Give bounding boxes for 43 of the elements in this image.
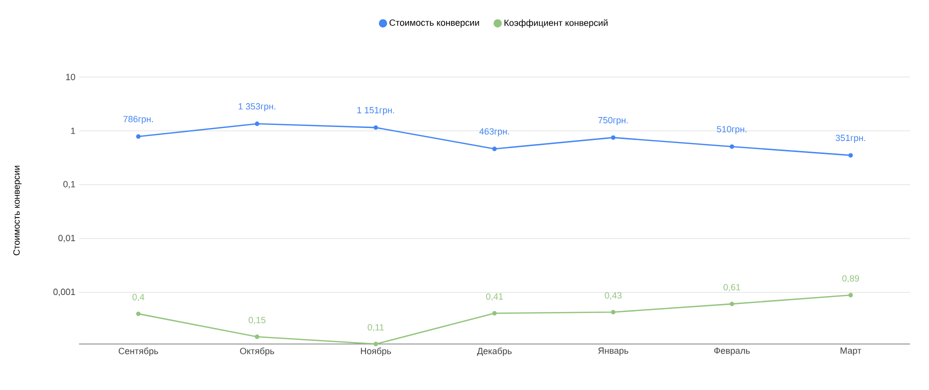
point (610, 135, 616, 140)
annotation: 351грн. (836, 134, 866, 143)
point (374, 125, 378, 130)
annotation: 750грн. (598, 116, 628, 126)
annotation: 786грн. (123, 116, 153, 124)
legend-label: Стоимость конверсии (390, 19, 479, 28)
annotation: 0,41 (486, 293, 503, 301)
point (254, 334, 260, 339)
x-tick-label: Март (840, 348, 862, 356)
point (136, 134, 141, 139)
annotation: 510грн. (716, 126, 746, 134)
annotation: 0,43 (604, 292, 622, 300)
y-tick-label: 0,01 (58, 234, 76, 242)
x-tick-label: Декабрь (477, 348, 512, 356)
annotation: 463грн. (479, 128, 510, 136)
x-tick-label: Январь (598, 348, 628, 356)
point (492, 310, 497, 316)
annotation: 1 353грн. (238, 103, 276, 112)
x-tick-label: Сентябрь (118, 348, 158, 356)
x-tick-label: Февраль (714, 348, 750, 356)
annotation: 1 151грн. (357, 107, 394, 116)
annotation: 0,15 (248, 316, 266, 324)
y-tick-label: 0,1 (63, 180, 76, 188)
point (730, 144, 734, 149)
annotation: 0,89 (842, 275, 859, 283)
annotation: 0,4 (132, 294, 144, 302)
x-tick-label: Октябрь (240, 348, 274, 356)
point (848, 292, 853, 298)
legend-label: Коэффициент конверсий (504, 19, 608, 28)
y-tick-label: 1 (71, 128, 76, 134)
annotation: 0,11 (368, 324, 384, 332)
point (730, 302, 734, 306)
point (374, 342, 378, 346)
y-tick-label: 0,001 (53, 288, 76, 296)
point (492, 146, 497, 152)
point (848, 153, 853, 158)
annotation: 0,61 (724, 284, 740, 292)
y-axis-title: Стоимость конверсии (13, 166, 22, 256)
point (136, 312, 141, 316)
point (610, 310, 616, 314)
x-tick-label: Ноябрь (360, 348, 391, 356)
y-tick-label: 10 (66, 74, 76, 80)
point (254, 122, 260, 126)
